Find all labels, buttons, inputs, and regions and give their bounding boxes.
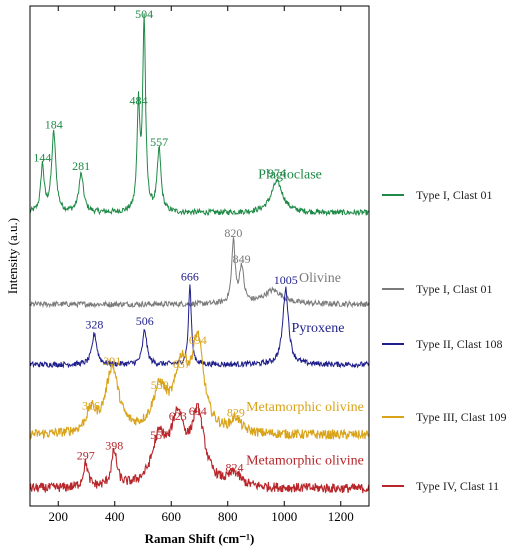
x-tick-label-5: 1200 bbox=[328, 509, 354, 524]
legend-swatch-4 bbox=[382, 485, 404, 487]
peak-label-3-5: 829 bbox=[227, 406, 245, 420]
peak-label-2-1: 506 bbox=[136, 314, 154, 328]
mineral-label-1: Olivine bbox=[299, 271, 341, 286]
series-line-1 bbox=[29, 237, 370, 309]
mineral-label-0: Plagioclase bbox=[258, 167, 322, 182]
peak-label-0-0: 144 bbox=[33, 150, 51, 164]
mineral-label-3: Metamorphic olivine bbox=[246, 400, 364, 415]
legend-item-4: Type IV, Clast 11 bbox=[382, 478, 499, 494]
peak-label-4-0: 297 bbox=[77, 449, 95, 463]
plot-frame bbox=[29, 5, 370, 507]
x-tick-label-4: 1000 bbox=[271, 509, 297, 524]
peak-label-4-2: 557 bbox=[150, 428, 168, 442]
x-tick-label-1: 400 bbox=[105, 509, 125, 524]
legend-label-1: Type I, Clast 01 bbox=[416, 281, 493, 296]
peak-label-0-3: 484 bbox=[130, 93, 148, 107]
peak-label-1-0: 820 bbox=[224, 226, 242, 240]
legend-item-2: Type II, Clast 108 bbox=[382, 336, 502, 352]
x-tick-label-3: 800 bbox=[218, 509, 238, 524]
legend-label-2: Type II, Clast 108 bbox=[416, 336, 503, 351]
series-line-3 bbox=[29, 330, 370, 441]
legend-label-0: Type I, Clast 01 bbox=[416, 187, 493, 202]
legend-swatch-3 bbox=[382, 416, 404, 418]
peak-label-0-5: 557 bbox=[150, 135, 168, 149]
peak-label-4-1: 398 bbox=[105, 438, 123, 452]
series-line-0 bbox=[29, 13, 370, 217]
x-tick-label-0: 200 bbox=[49, 509, 69, 524]
x-axis-label: Raman Shift (cm⁻¹) bbox=[145, 531, 255, 546]
legend-item-1: Type I, Clast 01 bbox=[382, 281, 492, 297]
legend-item-3: Type III, Clast 109 bbox=[382, 409, 506, 425]
legend-swatch-1 bbox=[382, 288, 404, 290]
peak-label-4-4: 694 bbox=[189, 404, 207, 418]
peak-label-2-0: 328 bbox=[85, 318, 103, 332]
peak-label-3-0: 316 bbox=[82, 399, 100, 413]
legend-swatch-2 bbox=[382, 343, 404, 345]
y-axis-label: Intensity (a.u.) bbox=[5, 218, 20, 294]
legend: Type I, Clast 01 Type I, Clast 01 Type I… bbox=[376, 0, 529, 550]
series-line-4 bbox=[29, 403, 370, 494]
peak-label-3-2: 559 bbox=[151, 378, 169, 392]
mineral-label-2: Pyroxene bbox=[292, 321, 345, 336]
peak-label-3-1: 391 bbox=[103, 354, 121, 368]
peak-label-3-3: 637 bbox=[173, 357, 191, 371]
peak-label-0-1: 184 bbox=[45, 118, 63, 132]
legend-swatch-0 bbox=[382, 194, 404, 196]
peak-label-0-6: 974 bbox=[268, 166, 286, 180]
x-tick-label-2: 600 bbox=[162, 509, 182, 524]
peak-label-4-5: 824 bbox=[226, 461, 244, 475]
peak-label-0-4: 504 bbox=[135, 7, 153, 21]
legend-item-0: Type I, Clast 01 bbox=[382, 187, 492, 203]
peak-label-2-2: 666 bbox=[181, 269, 199, 283]
mineral-label-4: Metamorphic olivine bbox=[246, 454, 364, 469]
peak-label-2-3: 1005 bbox=[274, 273, 298, 287]
series-line-2 bbox=[29, 284, 370, 369]
legend-label-3: Type III, Clast 109 bbox=[416, 409, 507, 424]
peak-label-0-2: 281 bbox=[72, 159, 90, 173]
peak-label-1-1: 849 bbox=[233, 252, 251, 266]
peak-label-4-3: 623 bbox=[169, 409, 187, 423]
peak-label-3-4: 694 bbox=[189, 333, 207, 347]
legend-label-4: Type IV, Clast 11 bbox=[416, 478, 500, 493]
